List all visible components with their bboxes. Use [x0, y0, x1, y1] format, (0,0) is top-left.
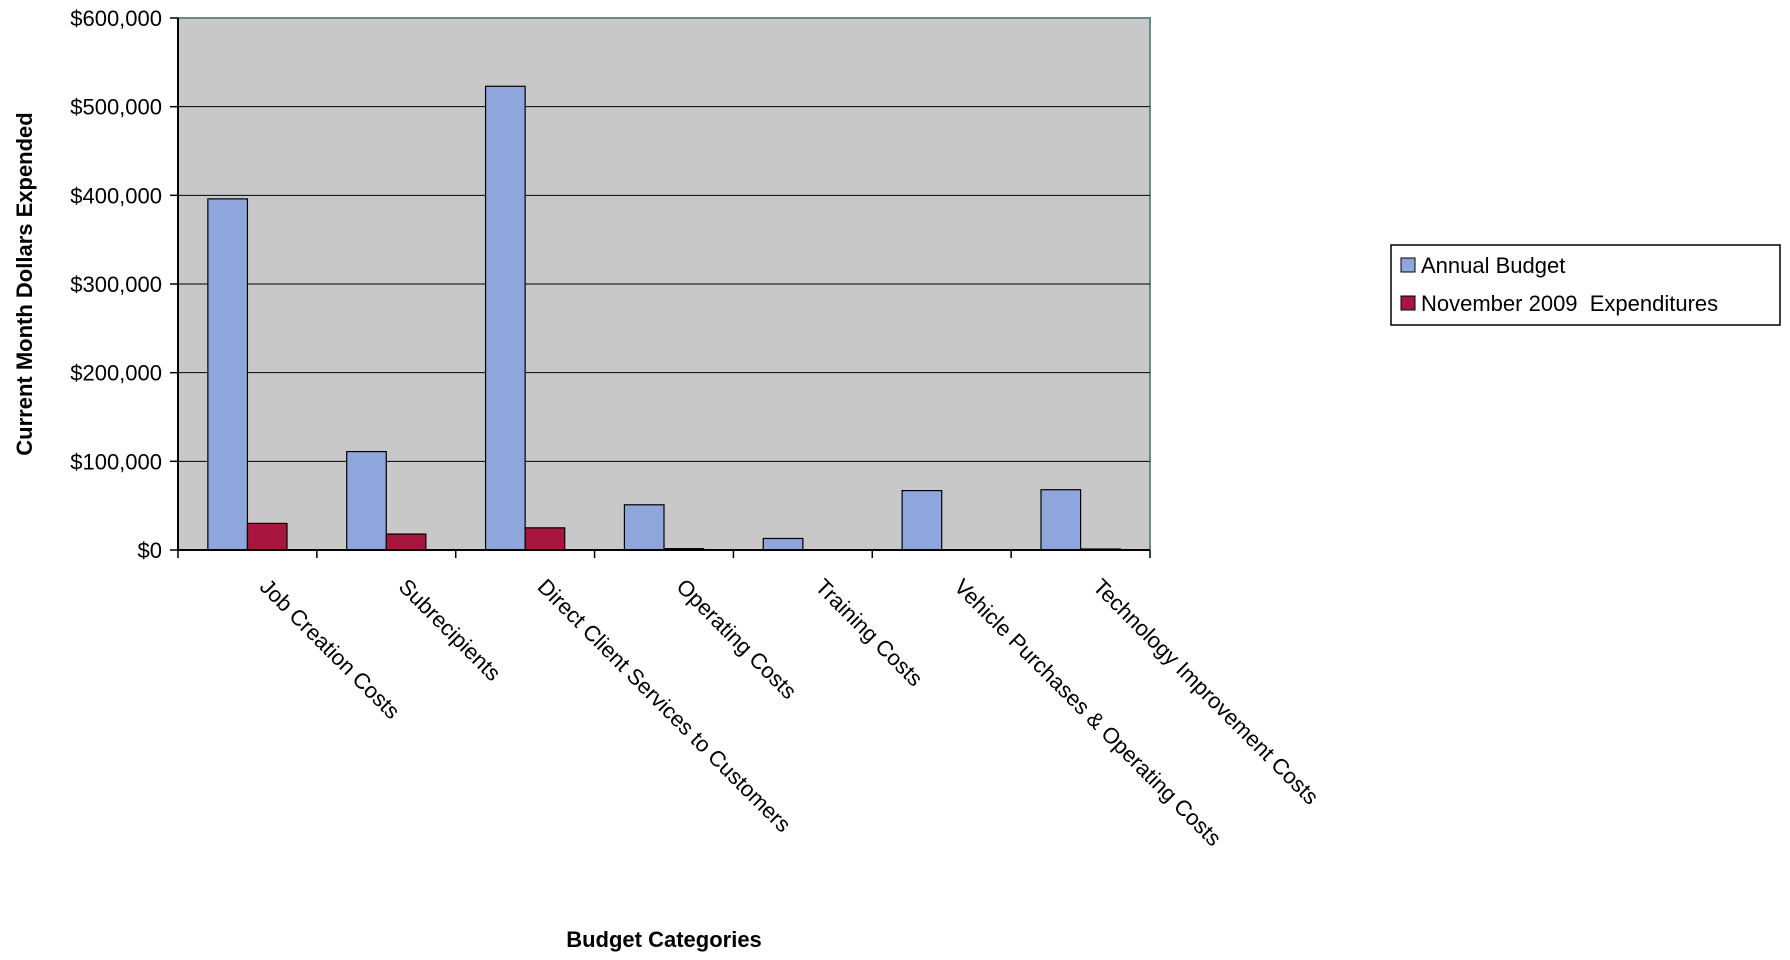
legend-label-annual-budget: Annual Budget [1421, 253, 1565, 278]
legend-swatch-november-2009-expenditures [1400, 295, 1416, 311]
y-tick-label: $400,000 [70, 183, 162, 208]
x-axis-title: Budget Categories [566, 927, 762, 952]
y-tick-label: $100,000 [70, 449, 162, 474]
x-category-label: Job Creation Costs [255, 574, 405, 724]
y-tick-label: $600,000 [70, 6, 162, 31]
bar-annual-budget [762, 537, 804, 551]
bars [207, 85, 1121, 551]
legend-swatch-annual-budget [1400, 257, 1416, 273]
x-category-label: Subrecipients [394, 574, 506, 686]
bar-november-2009-expenditures [246, 522, 288, 551]
x-category-label: Operating Costs [672, 574, 802, 704]
bar-annual-budget [484, 85, 526, 551]
bar-annual-budget [346, 450, 387, 551]
x-category-label: Technology Improvement Costs [1088, 574, 1324, 810]
bar-annual-budget [901, 489, 943, 551]
y-axis-tick-labels: $0 $100,000 $200,000 $300,000 $400,000 $500,0… [70, 6, 162, 563]
y-tick-label: $0 [138, 538, 162, 563]
bar-november-2009-expenditures [385, 533, 427, 551]
bar-annual-budget [623, 504, 665, 551]
legend-box [1390, 244, 1781, 326]
legend: Annual Budget November 2009 Expenditures [1390, 244, 1781, 326]
axes [170, 17, 1151, 558]
x-category-label: Direct Client Services to Customers [533, 574, 796, 837]
y-axis-title: Current Month Dollars Expended [12, 112, 37, 455]
bar-annual-budget [1040, 489, 1082, 551]
y-tick-label: $300,000 [70, 272, 162, 297]
bar-november-2009-expenditures [524, 527, 566, 551]
x-category-label: Vehicle Purchases & Operating Costs [949, 574, 1226, 851]
bar-annual-budget [207, 198, 249, 551]
x-category-label: Training Costs [810, 574, 927, 691]
y-tick-label: $500,000 [70, 95, 162, 120]
legend-label-november-2009-expenditures: November 2009 Expenditures [1421, 291, 1718, 316]
y-tick-label: $200,000 [70, 361, 162, 386]
gridlines [178, 106, 1150, 462]
